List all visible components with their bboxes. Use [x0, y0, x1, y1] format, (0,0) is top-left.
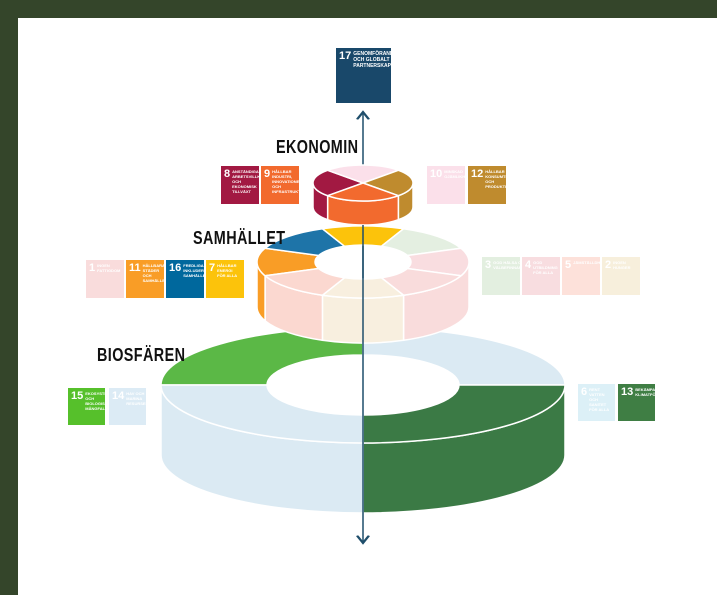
sdg-number: 9: [264, 169, 270, 201]
level-title: EKONOMIN: [276, 137, 358, 158]
sdg-tile: 5JÄMSTÄLLDHET: [562, 257, 600, 295]
level-title: BIOSFÄREN: [97, 345, 185, 366]
sdg-number: 11: [129, 263, 141, 295]
sdg-label: GOD HÄLSA OCH VÄLBEFINNANDE: [493, 260, 520, 292]
sdg-label: HÅLLBAR ENERGI FÖR ALLA: [217, 263, 241, 295]
sdg-number: 14: [112, 391, 124, 422]
sdg-number: 12: [471, 169, 483, 201]
sdg-tile: 15EKOSYSTEM OCH BIOLOGISK MÅNGFALD: [68, 388, 105, 425]
sdg-number: 16: [169, 263, 181, 295]
sdg-label: GENOMFÖRANDE OCH GLOBALT PARTNERSKAP: [353, 51, 391, 100]
sdg-label: FREDLIGA OCH INKLUDERANDE SAMHÄLLEN: [183, 263, 204, 295]
sdg-label: GOD UTBILDNING FÖR ALLA: [533, 260, 558, 292]
sdg-label: EKOSYSTEM OCH BIOLOGISK MÅNGFALD: [85, 391, 105, 422]
sdg-tile: 17GENOMFÖRANDE OCH GLOBALT PARTNERSKAP: [336, 48, 391, 103]
level-title: SAMHÄLLET: [193, 228, 285, 249]
sdg-label: HAV OCH MARINA RESURSER: [126, 391, 146, 422]
sdg-number: 7: [209, 263, 215, 295]
sdg-number: 2: [605, 260, 611, 292]
sdg-label: BEKÄMPA KLIMATFÖRÄNDRINGARNA: [635, 387, 655, 418]
sdg-number: 6: [581, 387, 587, 418]
sdg-label: HÅLLBARA STÄDER OCH SAMHÄLLEN: [143, 263, 164, 295]
page: (() => { const data = JSON.parse(documen…: [0, 0, 717, 595]
sdg-label: ANSTÄNDIGA ARBETSVILLKOR OCH EKONOMISK T…: [232, 169, 259, 201]
sdg-label: RENT VATTEN OCH SANITET FÖR ALLA: [589, 387, 612, 418]
sdg-label: HÅLLBAR KONSUMTION OCH PRODUKTION: [485, 169, 506, 201]
sdg-number: 15: [71, 391, 83, 422]
sdg-number: 8: [224, 169, 230, 201]
sdg-number: 1: [89, 263, 95, 295]
sdg-label: INGEN FATTIGDOM: [97, 263, 121, 295]
sdg-number: 10: [430, 169, 442, 201]
sdg-label: INGEN HUNGER: [613, 260, 637, 292]
sdg-label: HÅLLBAR INDUSTRI, INNOVATIONER OCH INFRA…: [272, 169, 299, 201]
sdg-label: MINSKAD OJÄMLIKHET: [444, 169, 465, 201]
sdg-number: 5: [565, 260, 571, 292]
sdg-number: 3: [485, 260, 491, 292]
sdg-number: 17: [339, 51, 351, 100]
sdg-label: JÄMSTÄLLDHET: [573, 260, 600, 292]
sdg-number: 4: [525, 260, 531, 292]
sdg-number: 13: [621, 387, 633, 418]
